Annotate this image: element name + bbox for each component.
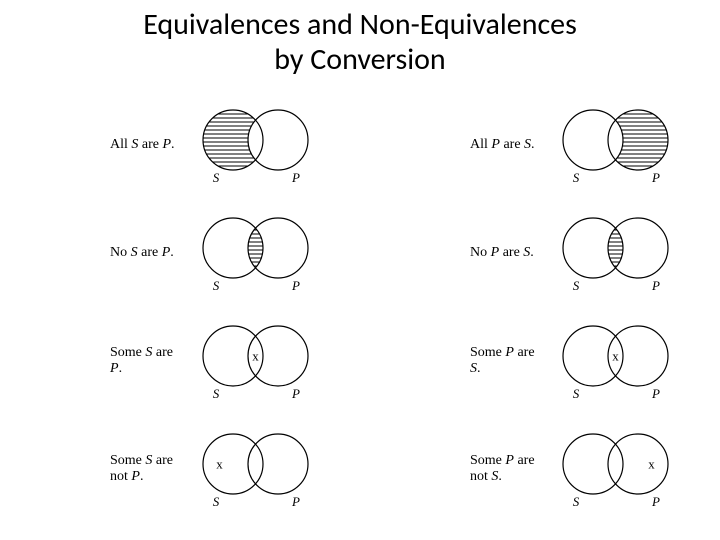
caption: Some P are not S. (470, 453, 548, 485)
diagram-grid: All S are P. S P All P are S. S P No S a… (0, 100, 720, 514)
grid-cell-left: Some S are P. x S P (0, 316, 360, 406)
title-line2: by Conversion (274, 41, 445, 78)
caption: Some P are S. (470, 345, 548, 377)
grid-cell-right: Some P are S. x S P (360, 316, 720, 406)
page-title: Equivalences and Non-Equivalences by Con… (0, 0, 720, 77)
caption: All S are P. (110, 137, 188, 153)
caption: No S are P. (110, 245, 188, 261)
svg-text:S: S (573, 386, 580, 401)
venn-diagram: S P (188, 208, 328, 298)
svg-text:S: S (213, 386, 220, 401)
svg-text:P: P (291, 278, 300, 293)
venn-diagram: S P (548, 100, 688, 190)
svg-text:x: x (648, 457, 655, 472)
caption: No P are S. (470, 245, 548, 261)
svg-text:S: S (213, 170, 220, 185)
venn-diagram: S P (188, 100, 328, 190)
caption: Some S are P. (110, 345, 188, 377)
svg-text:S: S (573, 494, 580, 509)
svg-text:x: x (216, 457, 223, 472)
svg-text:P: P (651, 494, 660, 509)
svg-text:P: P (291, 170, 300, 185)
svg-text:x: x (612, 349, 619, 364)
grid-cell-left: All S are P. S P (0, 100, 360, 190)
svg-text:S: S (213, 494, 220, 509)
svg-text:S: S (573, 278, 580, 293)
venn-diagram: x S P (548, 424, 688, 514)
svg-text:P: P (291, 494, 300, 509)
svg-text:P: P (651, 386, 660, 401)
grid-cell-left: Some S are not P. x S P (0, 424, 360, 514)
svg-text:P: P (651, 278, 660, 293)
svg-text:P: P (651, 170, 660, 185)
venn-diagram: x S P (548, 316, 688, 406)
svg-text:S: S (573, 170, 580, 185)
svg-text:P: P (291, 386, 300, 401)
grid-cell-right: Some P are not S. x S P (360, 424, 720, 514)
grid-cell-right: No P are S. S P (360, 208, 720, 298)
grid-cell-right: All P are S. S P (360, 100, 720, 190)
venn-diagram: x S P (188, 316, 328, 406)
title-line1: Equivalences and Non-Equivalences (143, 6, 577, 43)
caption: All P are S. (470, 137, 548, 153)
venn-diagram: S P (548, 208, 688, 298)
svg-text:x: x (252, 349, 259, 364)
venn-diagram: x S P (188, 424, 328, 514)
grid-cell-left: No S are P. S P (0, 208, 360, 298)
caption: Some S are not P. (110, 453, 188, 485)
svg-text:S: S (213, 278, 220, 293)
